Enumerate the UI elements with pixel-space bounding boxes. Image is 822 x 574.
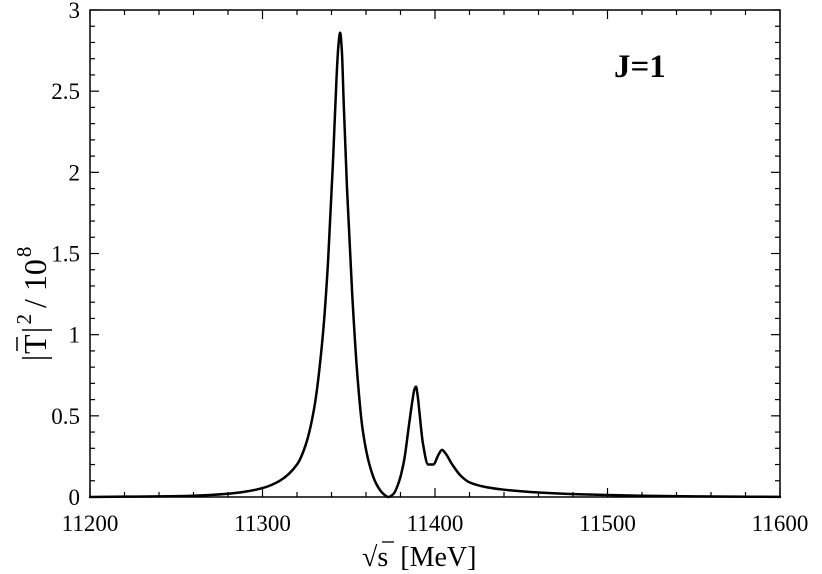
y-tick-label: 1: [69, 323, 81, 348]
y-tick-label: 1.5: [51, 242, 80, 267]
x-tick-label: 11500: [579, 511, 636, 536]
y-tick-label: 3: [69, 0, 81, 23]
svg-text:√s[MeV]: √s [MeV]: [362, 542, 476, 573]
x-tick-label: 11200: [62, 511, 119, 536]
y-tick-label: 0.5: [51, 404, 80, 429]
svg-text:T2/ 108: T 2 / 108: [12, 247, 53, 354]
y-tick-label: 2.5: [51, 79, 80, 104]
y-tick-label: 2: [69, 160, 81, 185]
tick-marks: [89, 9, 781, 498]
x-tick-label: 11600: [752, 511, 809, 536]
x-tick-label: 11300: [234, 511, 291, 536]
annotation-j-label: J=1: [614, 49, 666, 85]
x-tick-label: 11400: [407, 511, 464, 536]
x-tick-labels: 11200 11300 11400 11500 11600: [62, 511, 809, 536]
y-tick-label: 0: [69, 485, 81, 510]
plot-frame: [89, 9, 781, 498]
y-label-divider: / 10: [17, 259, 53, 308]
y-label-power: 8: [12, 247, 36, 258]
series-line: [88, 31, 782, 499]
y-tick-labels: 0 0.5 1 1.5 2 2.5 3: [51, 0, 80, 510]
x-label-unit: [MeV]: [400, 542, 476, 573]
x-label-radical: √: [362, 542, 378, 573]
y-axis-label: T 2 / 108: [12, 247, 53, 359]
y-label-exponent: 2: [12, 314, 36, 325]
x-label-variable: s: [377, 542, 388, 573]
y-label-symbol: T: [17, 334, 53, 354]
x-axis-label: √s [MeV]: [362, 541, 476, 573]
